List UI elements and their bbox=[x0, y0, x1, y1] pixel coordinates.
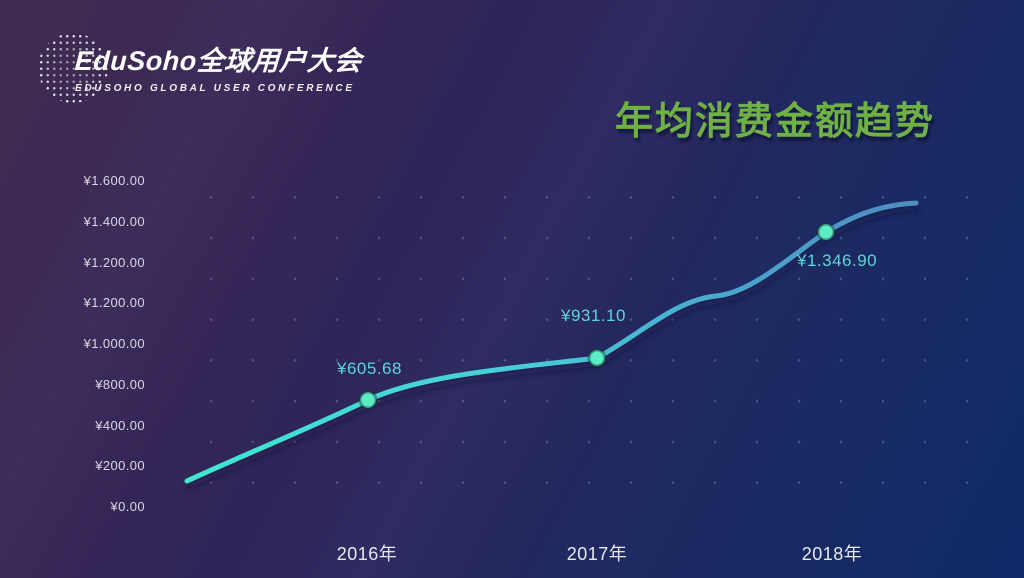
page-title: 年均消费金额趋势 bbox=[614, 101, 935, 143]
y-axis-tick-label: ¥1.200.00 bbox=[83, 255, 145, 270]
x-axis-label-2017: 2017年 bbox=[566, 544, 628, 564]
y-axis-tick-label: ¥1.600.00 bbox=[83, 173, 145, 188]
y-axis-tick-label: ¥1.200.00 bbox=[83, 295, 145, 310]
edusoho-logo: EduSoho全球用户大会 EDUSOHO GLOBAL USER CONFER… bbox=[38, 30, 363, 110]
point-value-label-2017: ¥931.10 bbox=[561, 306, 626, 325]
trend-line bbox=[184, 200, 919, 484]
y-axis-tick-label: ¥0.00 bbox=[110, 499, 145, 514]
logo-subtitle: EDUSOHO GLOBAL USER CONFERENCE bbox=[75, 83, 355, 94]
y-axis-tick-label: ¥800.00 bbox=[95, 377, 145, 392]
y-axis-tick-label: ¥1.000.00 bbox=[83, 336, 145, 351]
y-axis-tick-label: ¥1.400.00 bbox=[83, 214, 145, 229]
data-point-2016 bbox=[358, 390, 378, 410]
y-axis-tick-label: ¥200.00 bbox=[95, 458, 145, 473]
data-point-2018 bbox=[816, 222, 836, 242]
x-axis-label-2018: 2018年 bbox=[801, 544, 863, 564]
dotted-globe-icon bbox=[38, 33, 108, 103]
data-point-2017 bbox=[587, 348, 607, 368]
y-axis-tick-label: ¥400.00 bbox=[95, 418, 145, 433]
point-value-label-2018: ¥1.346.90 bbox=[797, 251, 878, 270]
point-value-label-2016: ¥605.68 bbox=[337, 359, 402, 378]
x-axis-label-2016: 2016年 bbox=[336, 544, 398, 564]
logo-text: EduSoho全球用户大会 EDUSOHO GLOBAL USER CONFER… bbox=[74, 39, 363, 94]
